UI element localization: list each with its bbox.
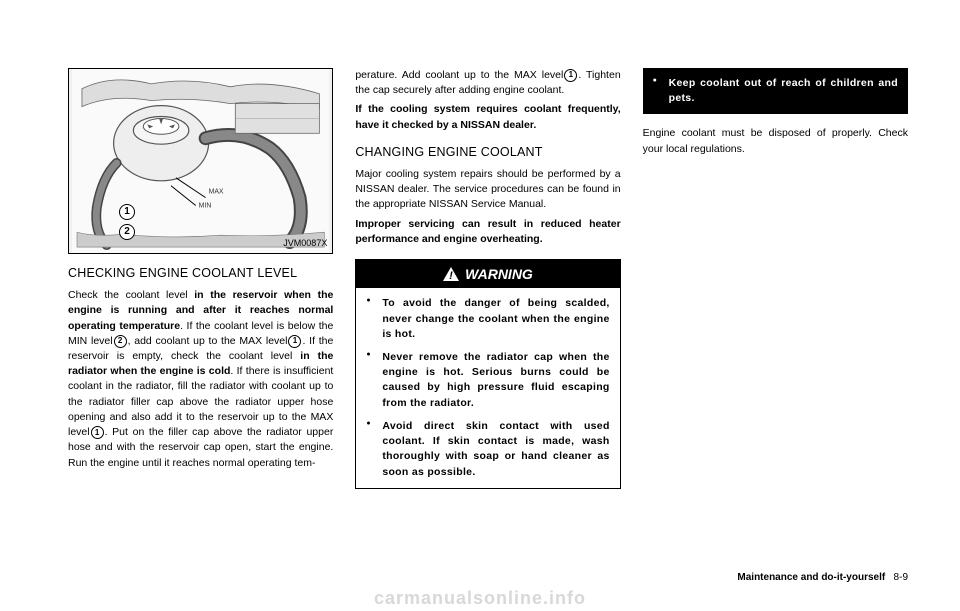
column-2: perature. Add coolant up to the MAX leve… (355, 68, 620, 489)
text: , add coolant up to the MAX level (128, 335, 288, 347)
warning-continued-box: Keep coolant out of reach of children an… (643, 68, 908, 114)
paragraph-repairs: Major cooling system repairs should be p… (355, 167, 620, 213)
paragraph-improper-servicing: Improper servicing can result in reduced… (355, 217, 620, 247)
engine-coolant-figure: MAX MIN 1 2 JVM0087X (68, 68, 333, 254)
warning-title: WARNING (465, 264, 533, 284)
heading-checking-coolant: CHECKING ENGINE COOLANT LEVEL (68, 264, 333, 282)
manual-page: MAX MIN 1 2 JVM0087X CHECKING ENGINE COO… (0, 0, 960, 519)
text: . Put on the filler cap above the radiat… (68, 426, 333, 468)
footer-section: Maintenance and do-it-yourself (737, 572, 885, 583)
footer-page-number: 8-9 (894, 572, 908, 583)
watermark: carmanualsonline.info (0, 588, 960, 609)
heading-changing-coolant: CHANGING ENGINE COOLANT (355, 143, 620, 161)
svg-text:MAX: MAX (209, 189, 224, 196)
warning-item: Keep coolant out of reach of children an… (653, 76, 898, 106)
column-3: Keep coolant out of reach of children an… (643, 68, 908, 489)
warning-box: ! WARNING To avoid the danger of being s… (355, 259, 620, 489)
warning-item: To avoid the danger of being scalded, ne… (366, 296, 609, 342)
page-footer: Maintenance and do-it-yourself 8-9 (737, 572, 908, 583)
warning-header: ! WARNING (356, 260, 619, 288)
figure-code: JVM0087X (283, 237, 327, 250)
warning-body: To avoid the danger of being scalded, ne… (356, 288, 619, 487)
ref-circle-1: 1 (564, 69, 577, 82)
warning-icon: ! (443, 267, 459, 281)
warning-item: Never remove the radiator cap when the e… (366, 350, 609, 411)
svg-text:MIN: MIN (199, 202, 212, 209)
ref-circle-1: 1 (288, 335, 301, 348)
column-1: MAX MIN 1 2 JVM0087X CHECKING ENGINE COO… (68, 68, 333, 489)
paragraph-continued: perature. Add coolant up to the MAX leve… (355, 68, 620, 98)
paragraph-check-coolant: Check the coolant level in the reservoir… (68, 288, 333, 471)
ref-circle-1: 1 (91, 426, 104, 439)
svg-text:!: ! (449, 270, 453, 281)
figure-callout-1: 1 (119, 204, 135, 220)
paragraph-frequent-check: If the cooling system requires coolant f… (355, 102, 620, 132)
ref-circle-2: 2 (114, 335, 127, 348)
text: Check the coolant level (68, 289, 194, 301)
paragraph-disposal: Engine coolant must be disposed of prope… (643, 126, 908, 156)
text: perature. Add coolant up to the MAX leve… (355, 69, 563, 81)
engine-illustration: MAX MIN (69, 69, 332, 253)
figure-callout-2: 2 (119, 224, 135, 240)
warning-item: Avoid direct skin contact with used cool… (366, 419, 609, 480)
